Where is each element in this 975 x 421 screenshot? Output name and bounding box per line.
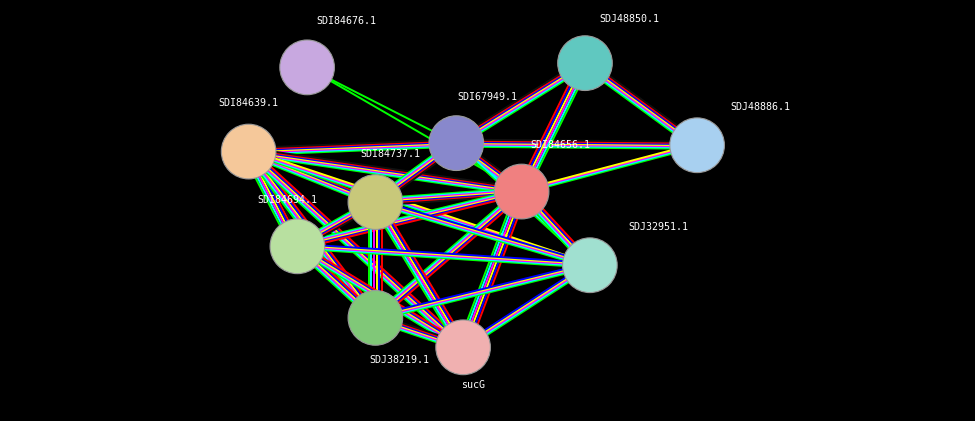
Text: SDJ38219.1: SDJ38219.1: [370, 355, 430, 365]
Text: SDI84656.1: SDI84656.1: [530, 140, 591, 150]
Text: SDI84676.1: SDI84676.1: [316, 16, 376, 26]
Ellipse shape: [494, 164, 549, 219]
Ellipse shape: [348, 175, 403, 229]
Ellipse shape: [270, 219, 325, 274]
Text: SDI84737.1: SDI84737.1: [360, 149, 420, 159]
Text: SDJ32951.1: SDJ32951.1: [628, 222, 688, 232]
Ellipse shape: [436, 320, 490, 375]
Ellipse shape: [429, 116, 484, 171]
Ellipse shape: [670, 118, 724, 173]
Ellipse shape: [348, 290, 403, 345]
Ellipse shape: [221, 124, 276, 179]
Text: SDJ48886.1: SDJ48886.1: [730, 102, 791, 112]
Ellipse shape: [563, 238, 617, 293]
Text: SDI67949.1: SDI67949.1: [457, 92, 518, 102]
Ellipse shape: [280, 40, 334, 95]
Text: SDJ48850.1: SDJ48850.1: [599, 14, 659, 24]
Text: SDI84639.1: SDI84639.1: [218, 98, 279, 108]
Text: sucG: sucG: [461, 380, 485, 390]
Ellipse shape: [558, 36, 612, 91]
Text: SDI84694.1: SDI84694.1: [257, 195, 318, 205]
